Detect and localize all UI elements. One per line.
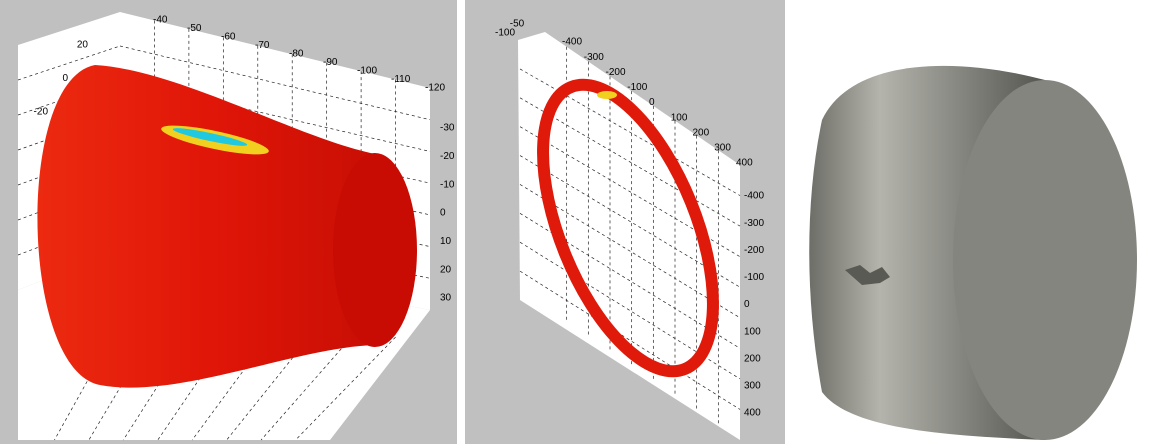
tick-label: -100	[744, 272, 764, 283]
tick-label: -100	[357, 66, 377, 77]
tick-label: -400	[744, 191, 764, 202]
tick-label: 200	[744, 353, 761, 364]
tick-label: -10	[440, 179, 455, 190]
tick-label: -60	[221, 32, 236, 43]
tick-label: 0	[649, 97, 655, 108]
tick-label: 30	[440, 293, 452, 304]
tick-label: 0	[62, 73, 68, 84]
tick-label: 0	[440, 208, 446, 219]
tick-label: -50	[187, 23, 202, 34]
tick-label: 100	[671, 112, 688, 123]
tick-label: 400	[744, 408, 761, 419]
tick-label: -300	[584, 52, 604, 63]
tick-label: -300	[744, 218, 764, 229]
tick-label: -20	[440, 151, 455, 162]
tick-label: -200	[744, 245, 764, 256]
tick-label: -110	[391, 74, 411, 85]
tick-label: -30	[440, 123, 455, 134]
pipe-end	[333, 153, 417, 347]
tick-label: -90	[323, 57, 338, 68]
tick-label: -400	[562, 37, 582, 48]
tick-label: 200	[693, 127, 710, 138]
defect-highlight	[597, 91, 617, 99]
tick-label: -50	[510, 19, 525, 30]
tick-label: 400	[736, 158, 753, 169]
tick-label: -100	[627, 82, 647, 93]
tick-label: 20	[77, 40, 89, 51]
tick-label: 100	[744, 326, 761, 337]
tick-label: -70	[255, 40, 270, 51]
tick-label: 300	[714, 143, 731, 154]
tick-label: -40	[153, 15, 168, 26]
surface-plot-1	[0, 0, 457, 444]
tick-label: 0	[744, 299, 750, 310]
tick-label: -80	[289, 49, 304, 60]
pipe-end-face	[953, 80, 1137, 440]
pipe-render	[809, 66, 1137, 440]
tick-label: -20	[34, 107, 49, 118]
figure: -40-50-60-70-80-90-100-110-120200-20-30-…	[0, 0, 1163, 444]
tick-label: -200	[606, 67, 626, 78]
tick-label: 10	[440, 236, 452, 247]
tick-label: 300	[744, 381, 761, 392]
tick-label: 20	[440, 264, 452, 275]
tick-label: -120	[425, 83, 445, 94]
